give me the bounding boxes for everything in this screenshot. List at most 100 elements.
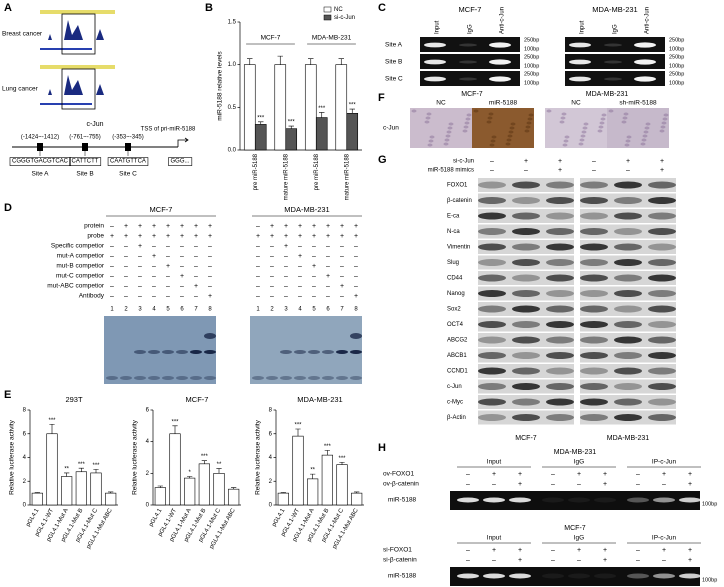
band [614, 305, 642, 313]
free-probe [266, 376, 278, 380]
band [648, 228, 676, 235]
error-bar [187, 476, 193, 479]
lane-number: 5 [166, 307, 170, 313]
marker-label: 250bp [524, 37, 539, 43]
treatment-label: ov-FOXO1 [383, 471, 414, 478]
cell-texture [561, 112, 567, 116]
protein-label: CCND1 [447, 369, 468, 375]
marker-label: 100bp [702, 501, 717, 507]
cell-texture [559, 120, 565, 124]
cell-texture [507, 134, 513, 138]
cell-texture [510, 122, 516, 126]
band [478, 181, 506, 189]
band [546, 197, 574, 204]
emsa-gel [104, 316, 216, 384]
sign: + [660, 158, 664, 165]
chart-title: MDA-MB-231 [297, 395, 342, 404]
band [679, 497, 701, 503]
band [614, 212, 642, 220]
band [634, 76, 656, 82]
error-bar [318, 112, 325, 118]
sign: – [577, 481, 581, 488]
error-bar [324, 450, 330, 456]
cell-texture [427, 143, 433, 147]
cell-label: MDA-MB-231 [554, 449, 597, 456]
sign: + [284, 223, 288, 230]
region-box [61, 68, 96, 110]
cell-texture [623, 112, 629, 116]
track-label: Breast cancer [2, 31, 43, 38]
sign: – [270, 293, 274, 300]
band [512, 274, 540, 282]
band [546, 212, 574, 220]
condition-label: sh-miR-5188 [619, 100, 657, 107]
row-label: Specific competior [51, 243, 105, 250]
gel [450, 491, 700, 510]
protein-label: β-Actin [447, 415, 466, 421]
sign: + [138, 243, 142, 250]
error-bar [34, 492, 40, 494]
sign: + [626, 158, 630, 165]
sign: – [551, 547, 555, 554]
band [614, 336, 642, 344]
band [580, 290, 608, 297]
protein-label: ABCB1 [447, 353, 467, 359]
sign: + [326, 223, 330, 230]
band [478, 321, 506, 328]
sign: – [180, 293, 184, 300]
free-probe [148, 376, 160, 380]
band [648, 398, 676, 406]
cell-texture [546, 109, 552, 113]
sign: + [340, 283, 344, 290]
bar [243, 64, 256, 151]
sign: – [466, 547, 470, 554]
sign: – [466, 557, 470, 564]
significance: *** [92, 463, 100, 469]
band [204, 350, 216, 354]
cell-texture [582, 126, 588, 130]
protein-label: c-Jun [447, 384, 462, 390]
ihc-image [410, 108, 472, 148]
sign: – [662, 557, 666, 564]
band [546, 290, 574, 297]
band [294, 350, 306, 354]
sign: + [603, 481, 607, 488]
band [568, 573, 590, 579]
row-label: mut-B competior [56, 263, 105, 270]
error-bar [349, 108, 355, 114]
sign: – [326, 253, 330, 260]
significance: *** [324, 444, 332, 450]
band [512, 336, 540, 344]
x-tick-label: mature miR-5188 [283, 153, 289, 200]
free-probe [190, 376, 202, 380]
y-tick-label: 0.0 [228, 148, 237, 154]
legend-swatch [323, 14, 332, 21]
group-label: MCF-7 [261, 35, 281, 42]
sign: – [138, 273, 142, 280]
band [204, 333, 216, 339]
sign: + [194, 223, 198, 230]
sign: – [270, 273, 274, 280]
panel-label: H [378, 442, 386, 454]
band [424, 42, 446, 48]
band [478, 243, 506, 251]
cell-texture [506, 138, 512, 142]
band [478, 212, 506, 220]
y-tick-label: 2 [269, 479, 273, 485]
band [568, 497, 590, 503]
sign: + [492, 471, 496, 478]
protein-label: FOXO1 [447, 183, 468, 189]
bar [46, 433, 58, 506]
band [614, 181, 642, 189]
band [546, 383, 574, 390]
lane-number: 4 [152, 307, 156, 313]
blot-strip [580, 193, 676, 208]
sign: + [662, 547, 666, 554]
cell-texture [465, 117, 471, 121]
blot-strip [580, 302, 676, 316]
sign: + [603, 557, 607, 564]
significance: *** [201, 454, 209, 460]
band [653, 497, 675, 503]
band [580, 274, 608, 282]
sign: + [194, 283, 198, 290]
